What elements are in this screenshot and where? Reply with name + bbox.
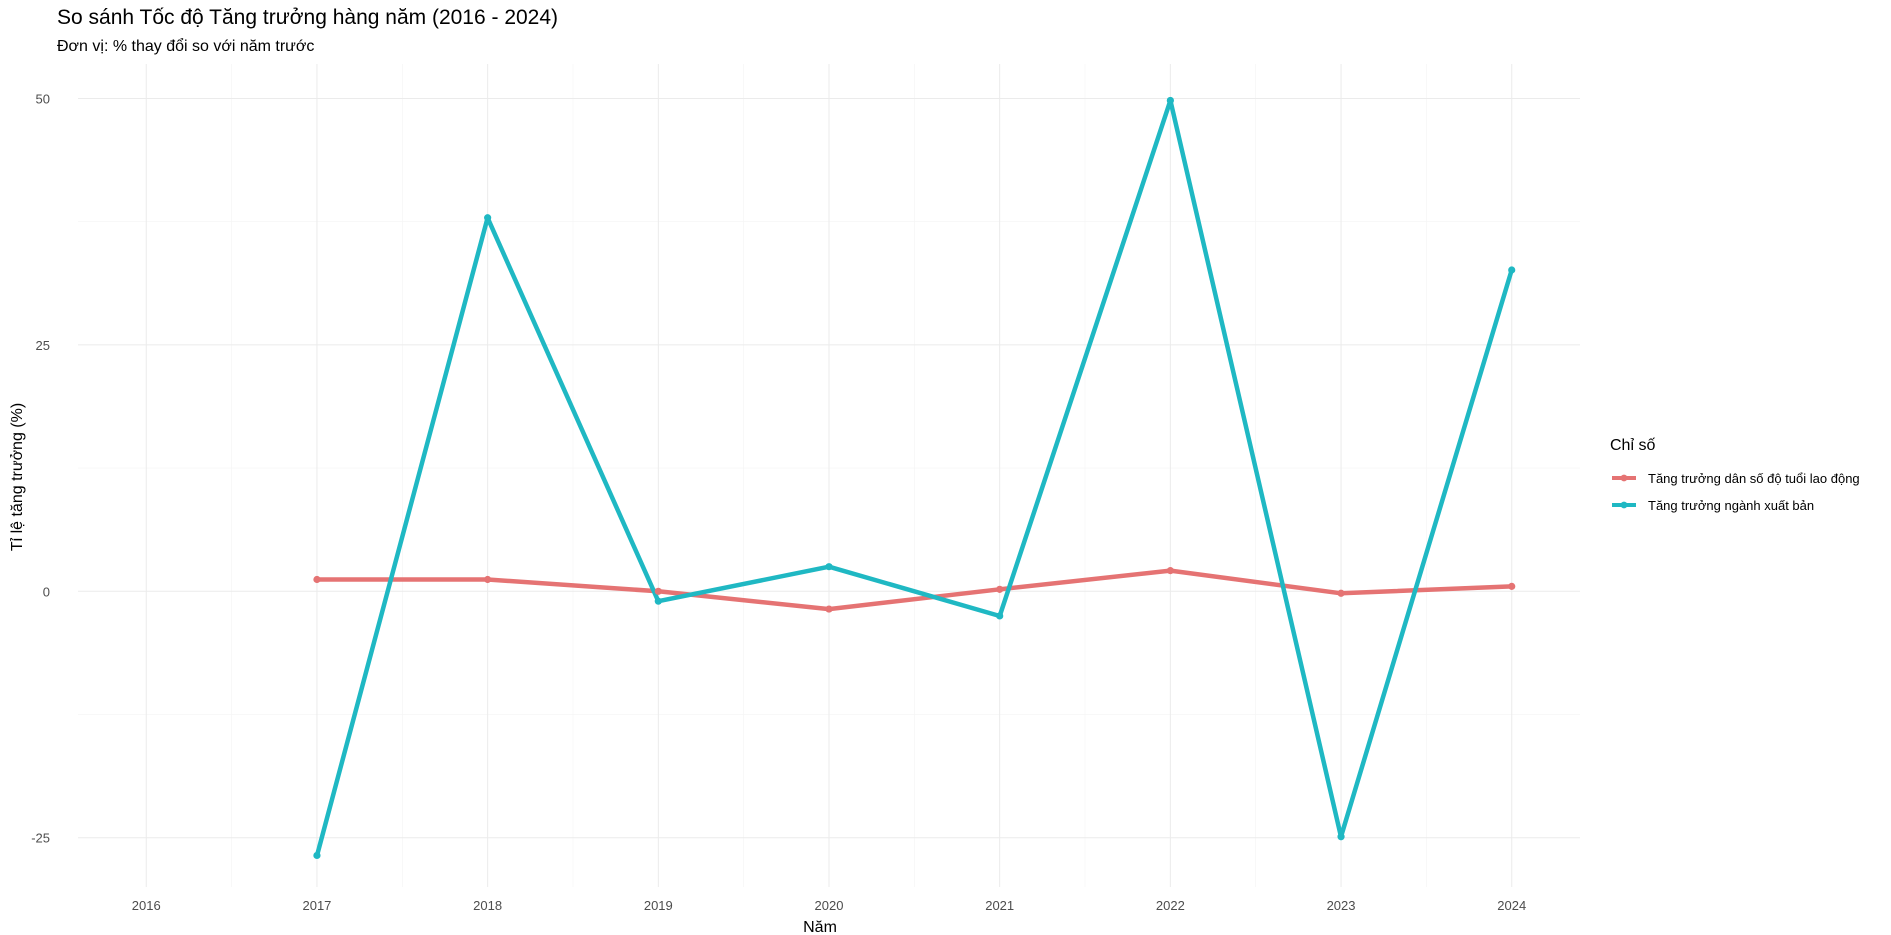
chart-title: So sánh Tốc độ Tăng trưởng hàng năm (201… — [57, 6, 558, 29]
data-point — [825, 563, 833, 571]
data-point — [1508, 582, 1516, 590]
legend-key-point — [1620, 474, 1628, 482]
x-axis-title: Năm — [803, 919, 837, 935]
y-tick-label: 25 — [36, 338, 50, 353]
data-point — [1337, 833, 1345, 841]
data-point — [313, 575, 321, 584]
x-tick-label: 2023 — [1327, 898, 1356, 913]
x-tick-label: 2020 — [815, 898, 844, 913]
data-point — [1166, 96, 1174, 105]
y-axis-title: Tỉ lệ tăng trưởng (%) — [9, 403, 26, 551]
series-line-2 — [314, 98, 1514, 858]
data-point — [1337, 589, 1345, 597]
x-tick-label: 2017 — [302, 898, 331, 913]
legend-title: Chỉ số — [1610, 437, 1655, 454]
x-tick-label: 2024 — [1497, 898, 1526, 913]
y-axis-ticks: -25 0 25 50 — [31, 91, 50, 845]
data-point — [996, 585, 1004, 593]
y-tick-label: -25 — [31, 831, 50, 846]
legend-label: Tăng trưởng dân số độ tuổi lao động — [1648, 471, 1860, 486]
series-line-1 — [314, 568, 1514, 612]
x-tick-label: 2018 — [473, 898, 502, 913]
x-tick-label: 2022 — [1156, 898, 1185, 913]
data-point — [484, 214, 492, 222]
data-point — [996, 612, 1004, 620]
x-tick-label: 2021 — [985, 898, 1014, 913]
legend-label: Tăng trưởng ngành xuất bản — [1648, 498, 1814, 513]
plot-lines — [314, 98, 1514, 858]
x-tick-label: 2019 — [644, 898, 673, 913]
data-point — [654, 597, 662, 605]
y-tick-label: 50 — [36, 91, 50, 106]
y-tick-label: 0 — [43, 584, 50, 599]
data-point — [484, 575, 492, 584]
data-point — [1166, 567, 1174, 575]
legend: Chỉ số Tăng trưởng dân số độ tuổi lao độ… — [1610, 437, 1860, 513]
legend-key-point — [1620, 501, 1628, 509]
x-tick-label: 2016 — [132, 898, 161, 913]
data-point — [1508, 266, 1516, 274]
data-point — [654, 587, 662, 595]
data-point — [825, 605, 833, 613]
data-point — [313, 851, 321, 860]
plot-grid — [78, 64, 1580, 887]
chart-subtitle: Đơn vị: % thay đổi so với năm trước — [57, 37, 314, 55]
x-axis-ticks: 2016 2017 2018 2019 2020 2021 2022 2023 2024 — [132, 898, 1526, 913]
plot-points — [313, 96, 1516, 860]
